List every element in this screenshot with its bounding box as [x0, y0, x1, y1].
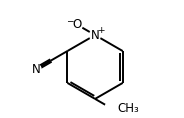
Text: N: N — [91, 29, 99, 42]
Text: −: − — [66, 16, 74, 25]
Text: +: + — [97, 26, 104, 35]
Circle shape — [105, 102, 118, 115]
Circle shape — [31, 64, 41, 74]
Text: O: O — [72, 18, 82, 31]
Text: N: N — [32, 63, 40, 76]
Circle shape — [90, 30, 101, 41]
Circle shape — [71, 19, 82, 30]
Text: CH₃: CH₃ — [117, 102, 139, 115]
